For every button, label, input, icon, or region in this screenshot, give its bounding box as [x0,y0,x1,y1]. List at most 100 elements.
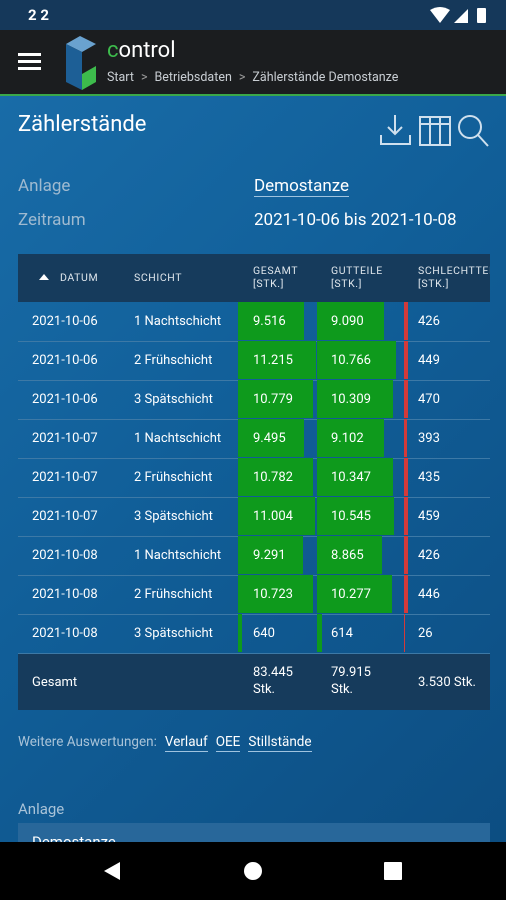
table-cell: 3 Spätschicht [134,626,213,641]
value-bar [238,614,243,652]
value-bar [317,497,395,535]
app-header: control Start > Betriebsdaten > Zählerstände… [0,30,506,96]
toolbar-icons [380,115,489,147]
table-cell: 3 Spätschicht [134,509,213,524]
export-icon[interactable] [380,115,411,145]
table-cell: 446 [418,587,440,602]
header-name: DATUM [60,271,99,284]
value-bar [238,536,303,574]
table-cell: 2021-10-07 [32,470,98,485]
search-icon[interactable] [458,115,489,147]
table-cell: 393 [418,431,440,446]
table-row[interactable]: 2021-10-06 1 Nachtschicht 9.516 9.090 426 [18,302,490,342]
table-cell: 10.347 [331,470,371,485]
value-bar [317,614,322,652]
header-unit: [STK.] [418,277,450,290]
table-cell: 459 [418,509,440,524]
table-cell: 2021-10-07 [32,431,98,446]
value-bar [317,380,393,418]
table-row[interactable]: 2021-10-07 1 Nachtschicht 9.495 9.102 393 [18,419,490,459]
value-bar [404,575,408,613]
status-bar: 2 2 [0,0,506,30]
table-cell: 2 Frühschicht [134,470,213,485]
table-cell: 1 Nachtschicht [134,431,222,446]
table-cell: 2 Frühschicht [134,587,213,602]
value-bar [404,341,408,379]
brand: control [107,38,176,63]
table-cell: 10.277 [331,587,371,602]
field-value[interactable]: Demostanze [254,176,350,197]
table-cell: 2021-10-07 [32,509,98,524]
table-cell: 1 Nachtschicht [134,314,222,329]
table-cell: 10.766 [331,353,371,368]
header-name: GUTTEILE [331,264,383,277]
table-header: DATUM SCHICHT GESAMT [STK.] GUTTEILE [STK.] SC… [18,254,490,302]
table-cell: 10.309 [331,392,371,407]
status-time: 2 2 [28,6,49,24]
column-header[interactable]: GUTTEILE [STK.] [331,264,405,290]
table-cell: 2 Frühschicht [134,353,213,368]
value-bar [404,419,408,457]
filter-label: Anlage [18,800,65,818]
link[interactable]: Verlauf [164,734,208,752]
table-row[interactable]: 2021-10-08 2 Frühschicht 10.723 10.277 446 [18,575,490,615]
table-cell: 10.782 [253,470,293,485]
table-row[interactable]: 2021-10-08 1 Nachtschicht 9.291 8.865 426 [18,536,490,576]
table-cell: 3 Spätschicht [134,392,213,407]
table-row[interactable]: 2021-10-06 3 Spätschicht 10.779 10.309 470 [18,380,490,420]
more-links: Weitere Auswertungen: Verlauf OEE Stillstän… [18,734,312,752]
table-cell: 9.495 [253,431,286,446]
data-table: DATUM SCHICHT GESAMT [STK.] GUTTEILE [STK.] SC… [18,254,490,714]
column-header[interactable]: SCHICHT [134,271,208,284]
table-cell: 2021-10-06 [32,392,98,407]
value-bar [238,575,313,613]
table-cell: 614 [331,626,353,641]
table-cell: 2021-10-08 [32,587,98,602]
table-cell: 640 [253,626,275,641]
table-cell: 470 [418,392,440,407]
table-row[interactable]: 2021-10-07 2 Frühschicht 10.782 10.347 435 [18,458,490,498]
table-row[interactable]: 2021-10-06 2 Frühschicht 11.215 10.766 449 [18,341,490,381]
crumb[interactable]: Betriebsdaten [154,70,232,85]
table-cell: 426 [418,548,440,563]
breadcrumb: Start > Betriebsdaten > Zählerstände Demosta… [107,70,399,85]
table-cell: 8.865 [331,548,364,563]
column-header[interactable]: GESAMT [STK.] [253,264,327,290]
field-value: 2021-10-06 bis 2021-10-08 [254,210,457,230]
table-row[interactable]: 2021-10-07 3 Spätschicht 11.004 10.545 459 [18,497,490,537]
table-cell: 426 [418,314,440,329]
table-cell: 11.215 [253,353,293,368]
back-button[interactable] [104,862,120,880]
crumb: Zählerstände Demostanze [252,70,399,85]
total-cell: Gesamt [32,675,78,690]
table-row[interactable]: 2021-10-08 3 Spätschicht 640 614 26 [18,614,490,654]
columns-icon[interactable] [419,116,451,146]
value-bar [317,458,393,496]
menu-button[interactable] [18,52,42,72]
table-cell: 2021-10-08 [32,626,98,641]
table-cell: 9.102 [331,431,364,446]
value-bar [317,419,384,457]
nav-bar [0,842,506,900]
table-cell: 10.779 [253,392,293,407]
link[interactable]: OEE [215,734,241,752]
value-bar [317,536,383,574]
sort-icon [39,274,49,280]
recents-button[interactable] [384,862,402,880]
header-name: SCHLECHTTEILE [418,264,490,277]
home-button[interactable] [244,862,262,880]
column-header[interactable]: DATUM [60,271,134,284]
column-header[interactable]: SCHLECHTTEILE[STK.] [418,264,490,290]
link[interactable]: Stillstände [248,734,312,752]
header-unit: [STK.] [253,277,285,290]
nav-buttons [104,862,402,880]
value-bar [238,419,305,457]
field-label: Zeitraum [18,210,86,230]
table-cell: 11.004 [253,509,293,524]
table-cell: 10.545 [331,509,371,524]
crumb[interactable]: Start [107,70,134,85]
total-cell: 3.530 Stk. [418,675,476,690]
value-bar [238,302,305,340]
